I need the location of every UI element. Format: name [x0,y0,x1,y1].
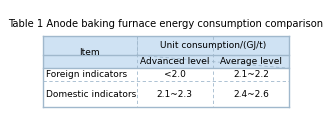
Bar [43,55,289,68]
Bar [43,36,289,55]
Text: Foreign indicators: Foreign indicators [45,70,127,79]
Text: Table 1 Anode baking furnace energy consumption comparison: Table 1 Anode baking furnace energy cons… [8,19,324,29]
Text: Average level: Average level [220,57,282,66]
Text: 2.4~2.6: 2.4~2.6 [233,90,269,99]
Text: Domestic indicators: Domestic indicators [45,90,136,99]
Text: <2.0: <2.0 [164,70,186,79]
Text: Unit consumption/(GJ/t): Unit consumption/(GJ/t) [160,41,266,50]
Bar [43,81,289,107]
Text: 2.1~2.3: 2.1~2.3 [157,90,193,99]
Text: Item: Item [79,48,100,57]
Text: 2.1~2.2: 2.1~2.2 [233,70,269,79]
Text: Advanced level: Advanced level [140,57,209,66]
Bar [43,68,289,81]
